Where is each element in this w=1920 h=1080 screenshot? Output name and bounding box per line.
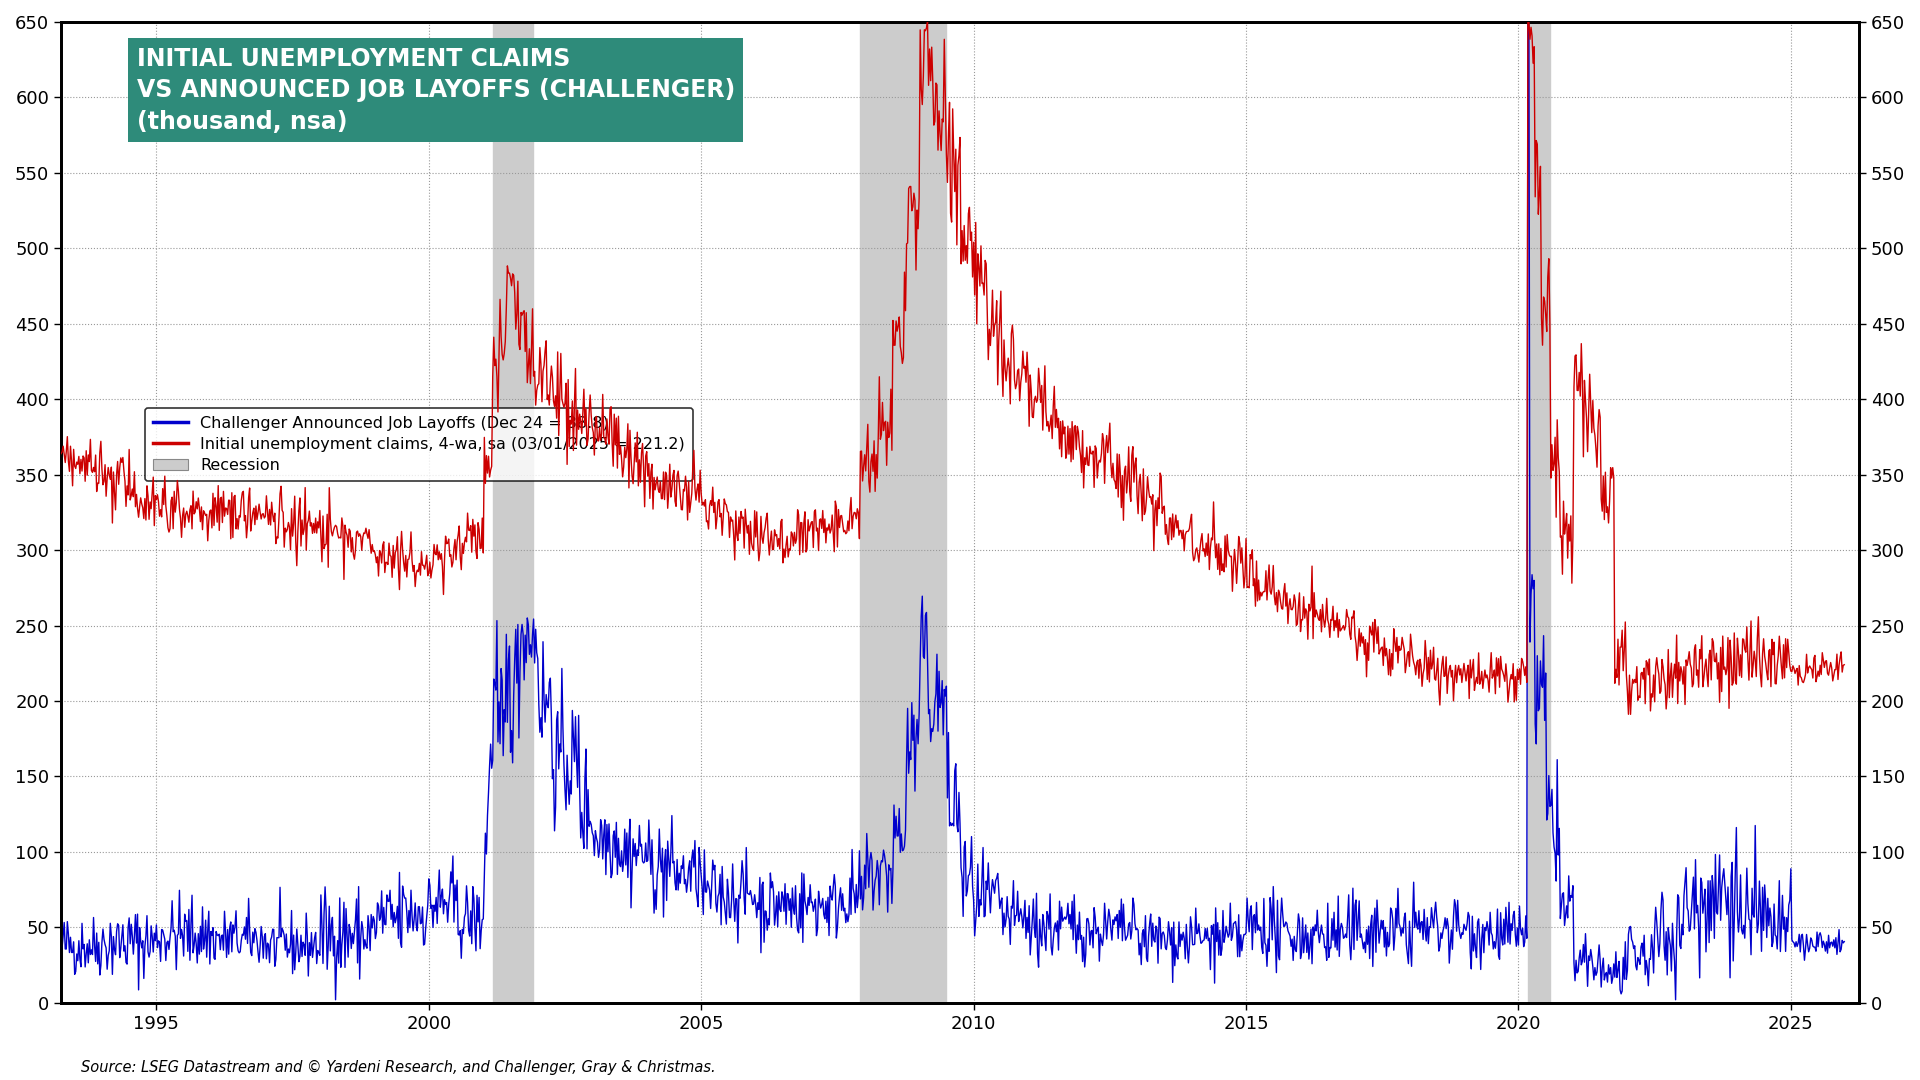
Bar (1528, 22, 1549, 1003)
Bar (860, 22, 947, 1003)
Text: Source: LSEG Datastream and © Yardeni Research, and Challenger, Gray & Christmas: Source: LSEG Datastream and © Yardeni Re… (81, 1059, 716, 1075)
Legend: Challenger Announced Job Layoffs (Dec 24 = 38.8), Initial unemployment claims, 4: Challenger Announced Job Layoffs (Dec 24… (144, 407, 693, 482)
Bar (493, 22, 534, 1003)
Text: INITIAL UNEMPLOYMENT CLAIMS
VS ANNOUNCED JOB LAYOFFS (CHALLENGER)
(thousand, nsa: INITIAL UNEMPLOYMENT CLAIMS VS ANNOUNCED… (136, 46, 735, 134)
